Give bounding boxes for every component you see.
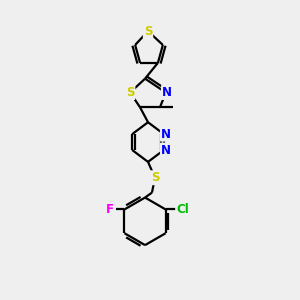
Text: S: S	[126, 86, 134, 99]
Text: N: N	[162, 86, 172, 99]
Text: N: N	[161, 143, 171, 157]
Text: S: S	[151, 171, 159, 184]
Text: S: S	[144, 25, 152, 38]
Text: Cl: Cl	[176, 203, 189, 216]
Text: F: F	[106, 203, 114, 216]
Text: N: N	[161, 128, 171, 141]
